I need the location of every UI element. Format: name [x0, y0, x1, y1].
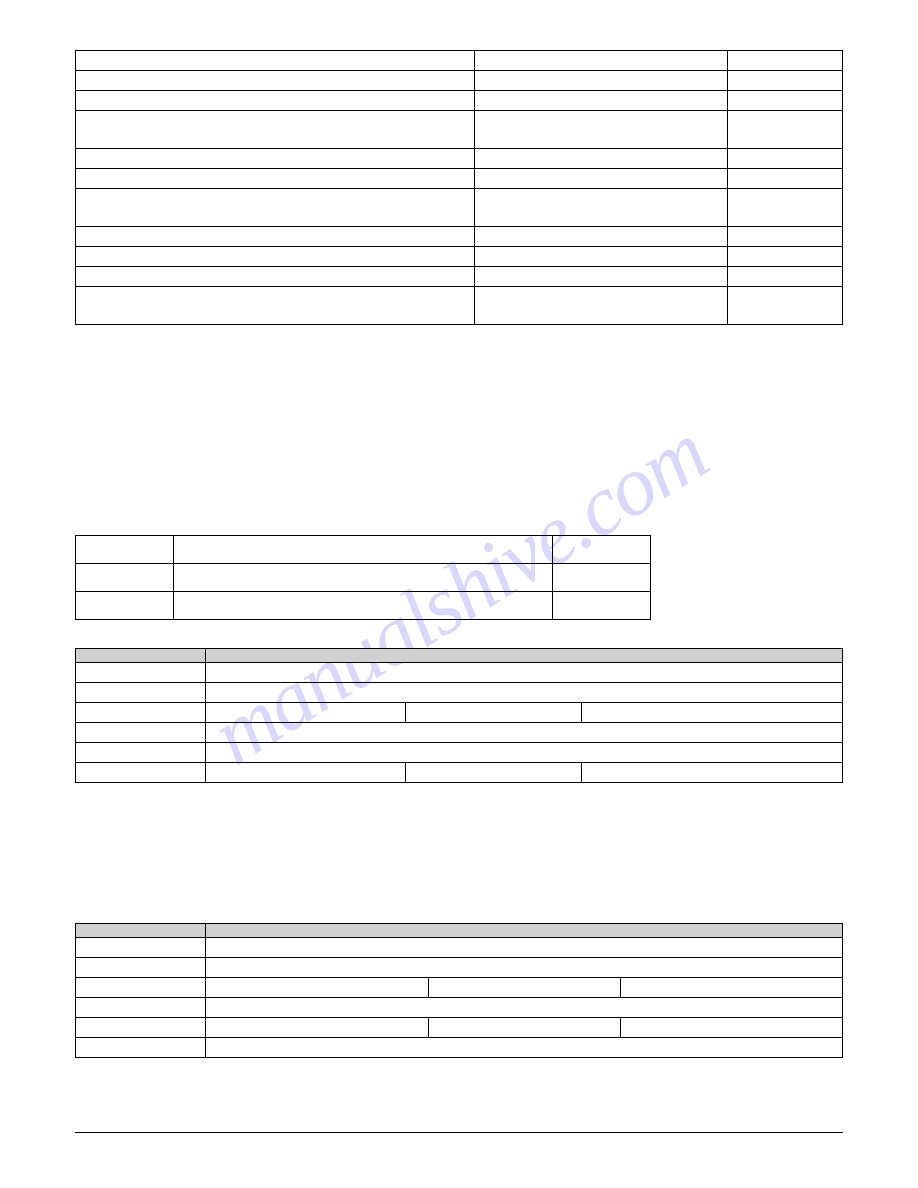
table-row	[76, 564, 651, 592]
table-row	[76, 1018, 843, 1038]
table-row	[76, 91, 843, 111]
table-row	[76, 227, 843, 247]
table-row	[76, 938, 843, 958]
table-row	[76, 703, 843, 723]
table-row	[76, 149, 843, 169]
table-row	[76, 536, 651, 564]
page-container	[0, 0, 918, 1088]
specs-table-4	[75, 923, 843, 1058]
specs-table-1	[75, 50, 843, 325]
table-row	[76, 111, 843, 149]
table-header-row	[76, 924, 843, 938]
table-row	[76, 663, 843, 683]
specs-table-2	[75, 535, 651, 620]
table-row	[76, 189, 843, 227]
specs-table-3	[75, 648, 843, 783]
table-row	[76, 247, 843, 267]
table-header-row	[76, 649, 843, 663]
table-row	[76, 998, 843, 1018]
table-row	[76, 763, 843, 783]
table-row	[76, 51, 843, 71]
table-row	[76, 958, 843, 978]
table-row	[76, 1038, 843, 1058]
table-row	[76, 723, 843, 743]
table-row	[76, 978, 843, 998]
table-row	[76, 592, 651, 620]
table-row	[76, 683, 843, 703]
table-row	[76, 287, 843, 325]
table-row	[76, 169, 843, 189]
table-row	[76, 743, 843, 763]
footer-rule	[75, 1132, 843, 1133]
table-row	[76, 71, 843, 91]
table-row	[76, 267, 843, 287]
